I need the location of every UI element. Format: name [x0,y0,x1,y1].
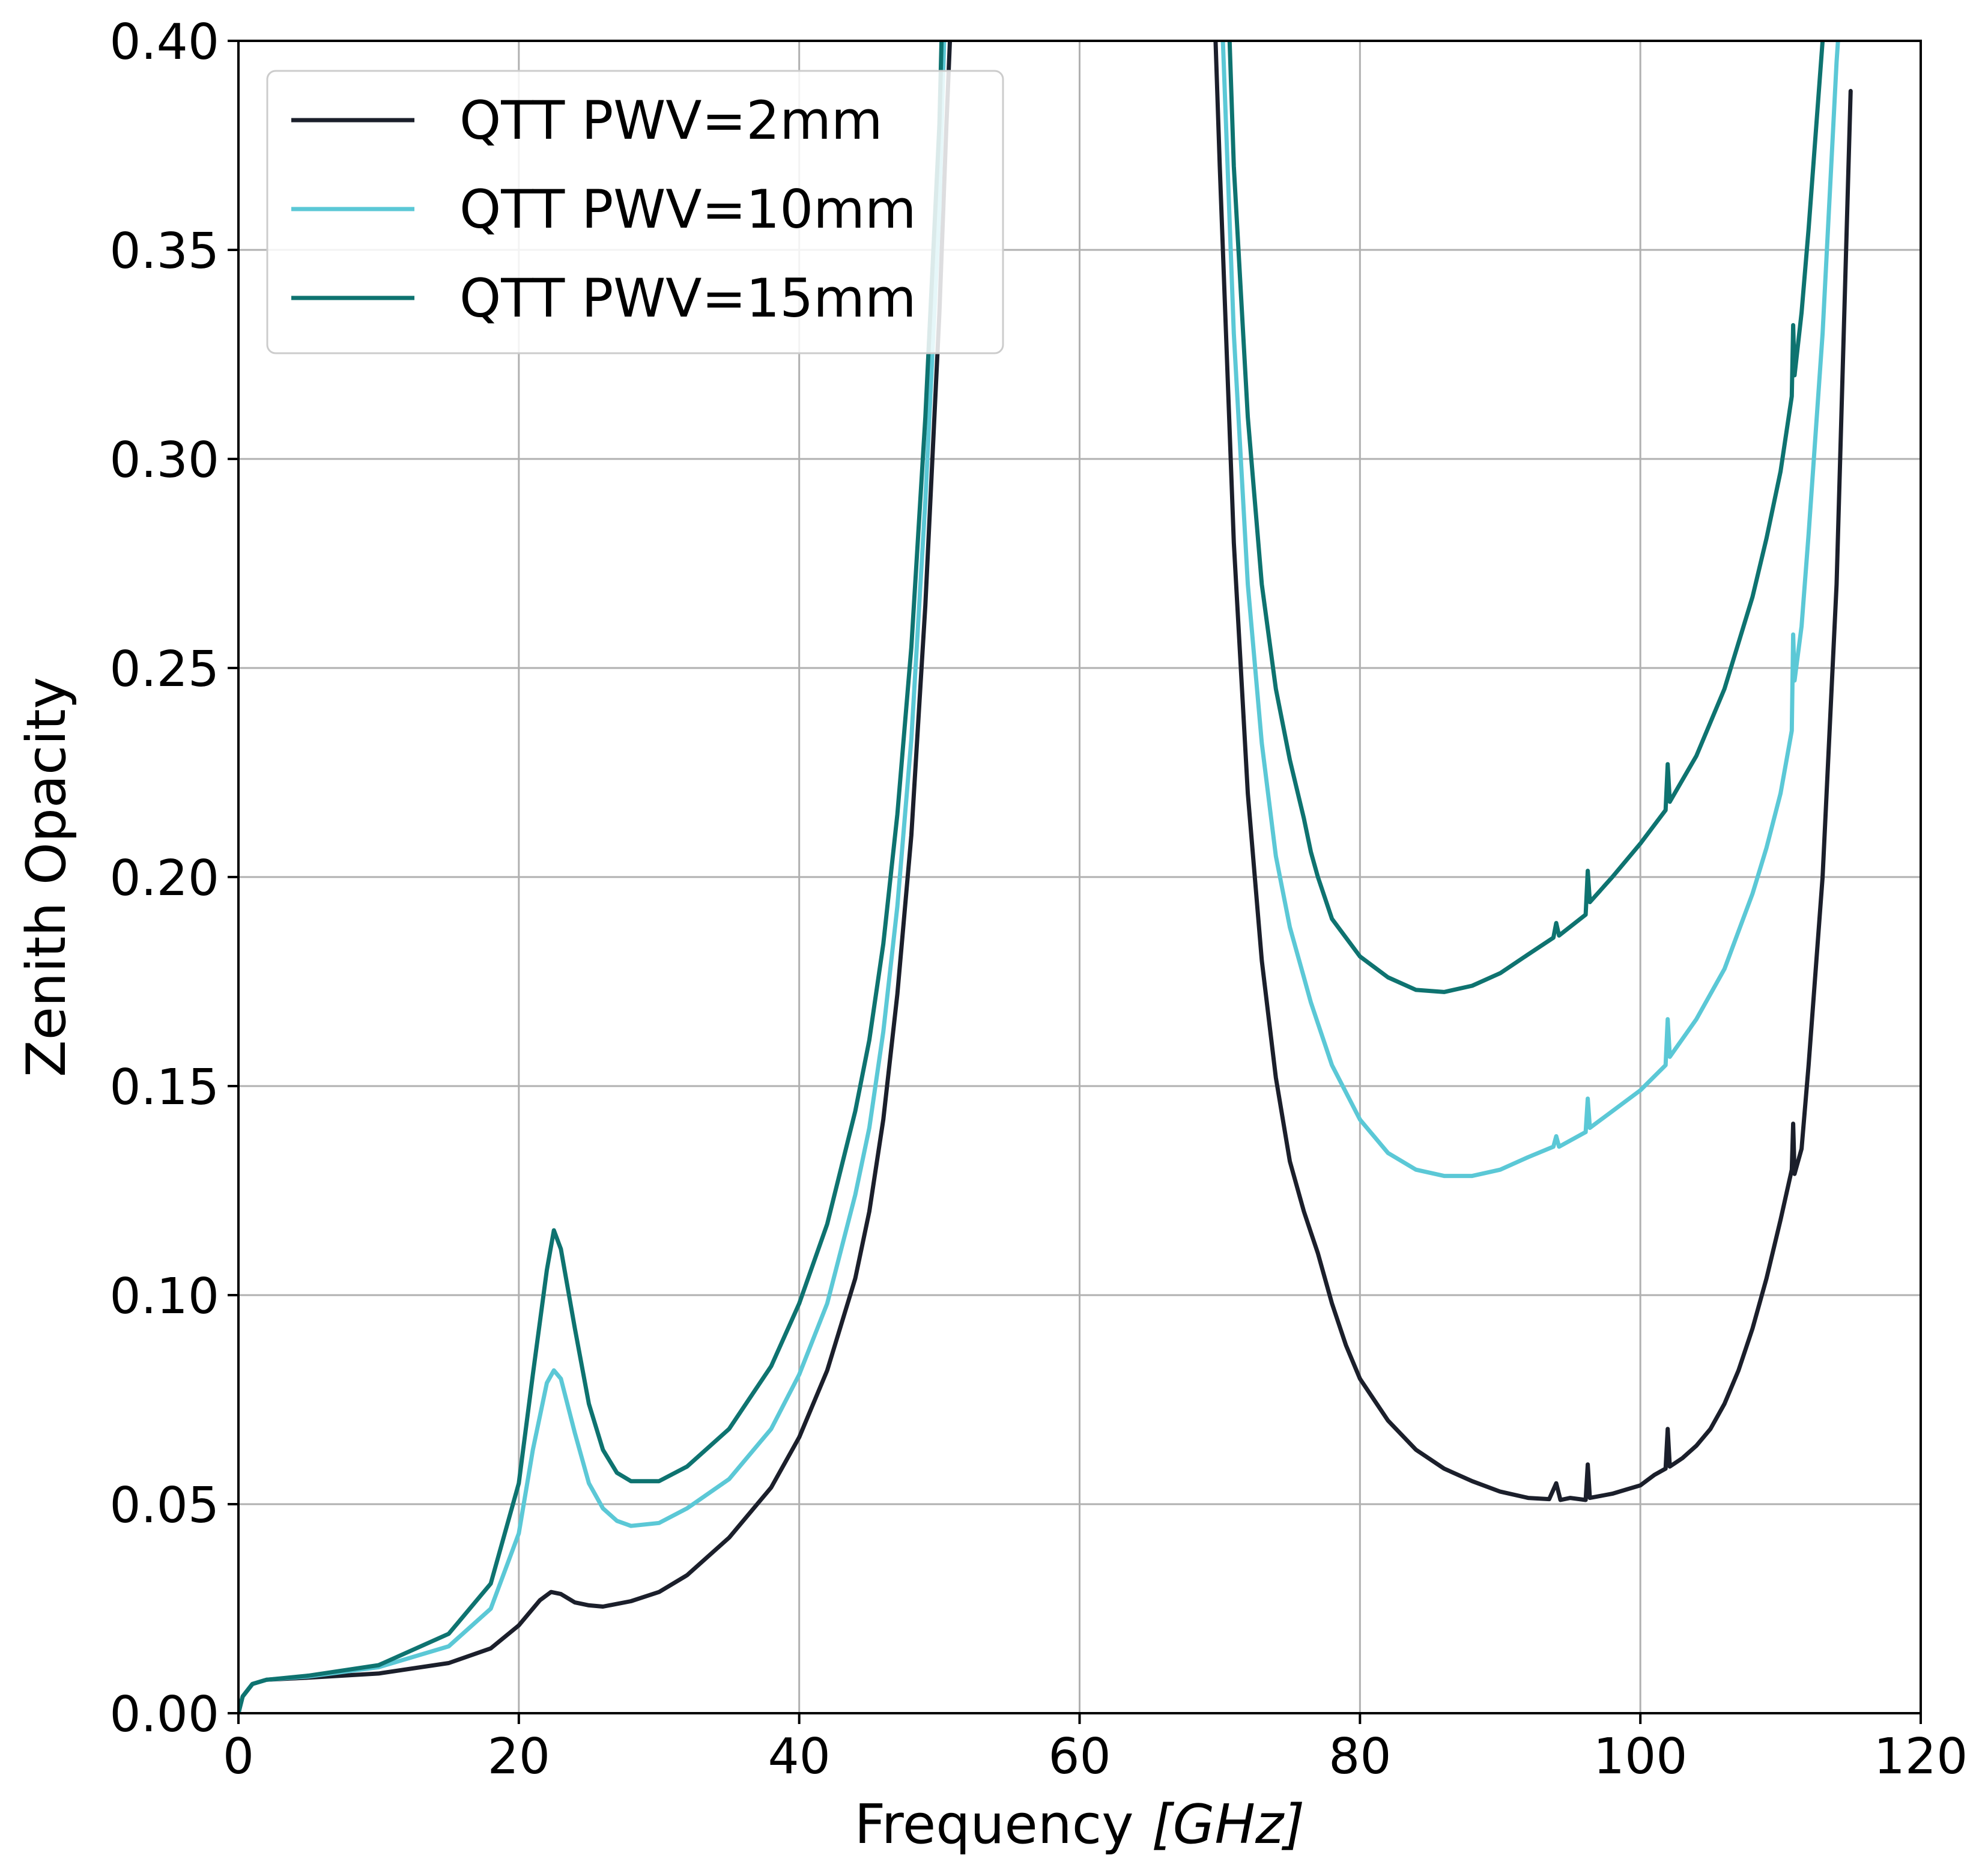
y-tick-label: 0.35 [109,223,219,280]
series-line-3-segment-2 [1227,41,1825,994]
x-tick-label: 80 [1329,1728,1391,1785]
x-tick-label: 20 [488,1728,550,1785]
y-tick-label: 0.15 [109,1059,219,1116]
legend: QTT PWV=2mm QTT PWV=10mm QTT PWV=15mm [266,70,1004,354]
y-tick-label: 0.00 [109,1686,219,1743]
legend-box [266,70,1004,354]
series-line-3-segment-1 [238,41,944,1713]
x-tick-label: 100 [1593,1728,1688,1785]
series-line-1-segment-1 [238,41,953,1713]
x-tick-label: 60 [1048,1728,1111,1785]
y-tick-label: 0.30 [109,432,219,489]
series-group [238,41,1853,1713]
series-line-2-segment-2 [1220,41,1840,1179]
series-line-1-segment-2 [1213,41,1853,1502]
y-tick-label: 0.10 [109,1268,219,1325]
x-tick-label: 0 [223,1728,254,1785]
x-axis-label-text: Frequency [855,1793,1134,1856]
x-tick-label: 40 [768,1728,830,1785]
legend-label-1: QTT PWV=2mm [459,90,883,151]
legend-label-2: QTT PWV=10mm [459,178,917,240]
x-axis-unit: [GHz] [1152,1793,1305,1856]
y-tick-label: 0.20 [109,850,219,907]
y-tick-label: 0.05 [109,1477,219,1534]
x-axis-label: Frequency [GHz] [855,1793,1305,1856]
x-tick-label: 120 [1874,1728,1968,1785]
axis-ticks: 0 20 40 60 80 100 120 0.00 0.05 0.10 0.15 0.20 0.25 0… [109,14,1968,1785]
y-axis-label: Zenith Opacity [15,677,78,1077]
y-tick-label: 0.40 [109,14,219,71]
series-line-2-segment-1 [238,41,947,1713]
y-tick-label: 0.25 [109,641,219,698]
legend-label-3: QTT PWV=15mm [459,267,917,329]
